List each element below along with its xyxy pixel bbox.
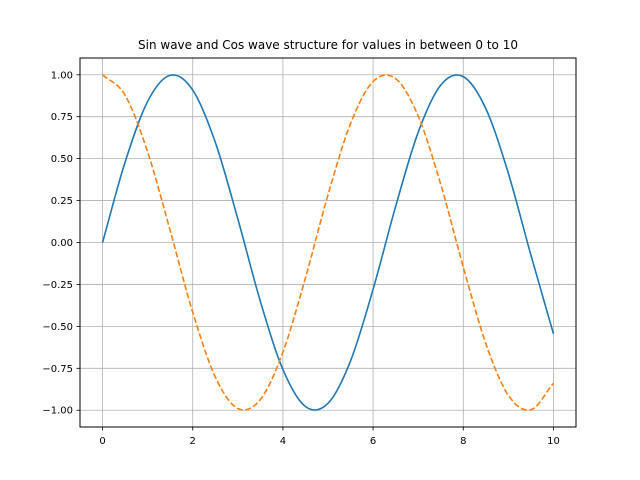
x-axis: 0 2 4 6 8 10 — [99, 427, 560, 447]
chart-title: Sin wave and Cos wave structure for valu… — [138, 38, 518, 52]
y-tick-label: 0.00 — [51, 238, 73, 249]
y-tick-label: 1.00 — [51, 70, 73, 81]
y-tick-label: −0.50 — [42, 322, 73, 333]
grid-lines — [80, 58, 576, 427]
y-tick-label: −0.75 — [42, 364, 73, 375]
series-group — [101, 74, 555, 411]
x-tick-label: 0 — [99, 436, 105, 447]
cos-series-line — [102, 74, 555, 411]
x-tick-label: 10 — [547, 436, 560, 447]
y-tick-label: 0.50 — [51, 154, 73, 165]
x-tick-label: 8 — [460, 436, 466, 447]
x-tick-label: 2 — [190, 436, 196, 447]
x-tick-label: 4 — [280, 436, 286, 447]
y-tick-label: −0.25 — [42, 280, 73, 291]
y-tick-label: 0.25 — [51, 196, 73, 207]
x-tick-label: 6 — [370, 436, 376, 447]
y-tick-label: −1.00 — [42, 406, 73, 417]
y-tick-label: 0.75 — [51, 112, 73, 123]
sin-series-line — [101, 74, 555, 411]
y-axis: 1.00 0.75 0.50 0.25 0.00 −0.25 −0.50 −0.75 −1.00 — [42, 70, 80, 417]
